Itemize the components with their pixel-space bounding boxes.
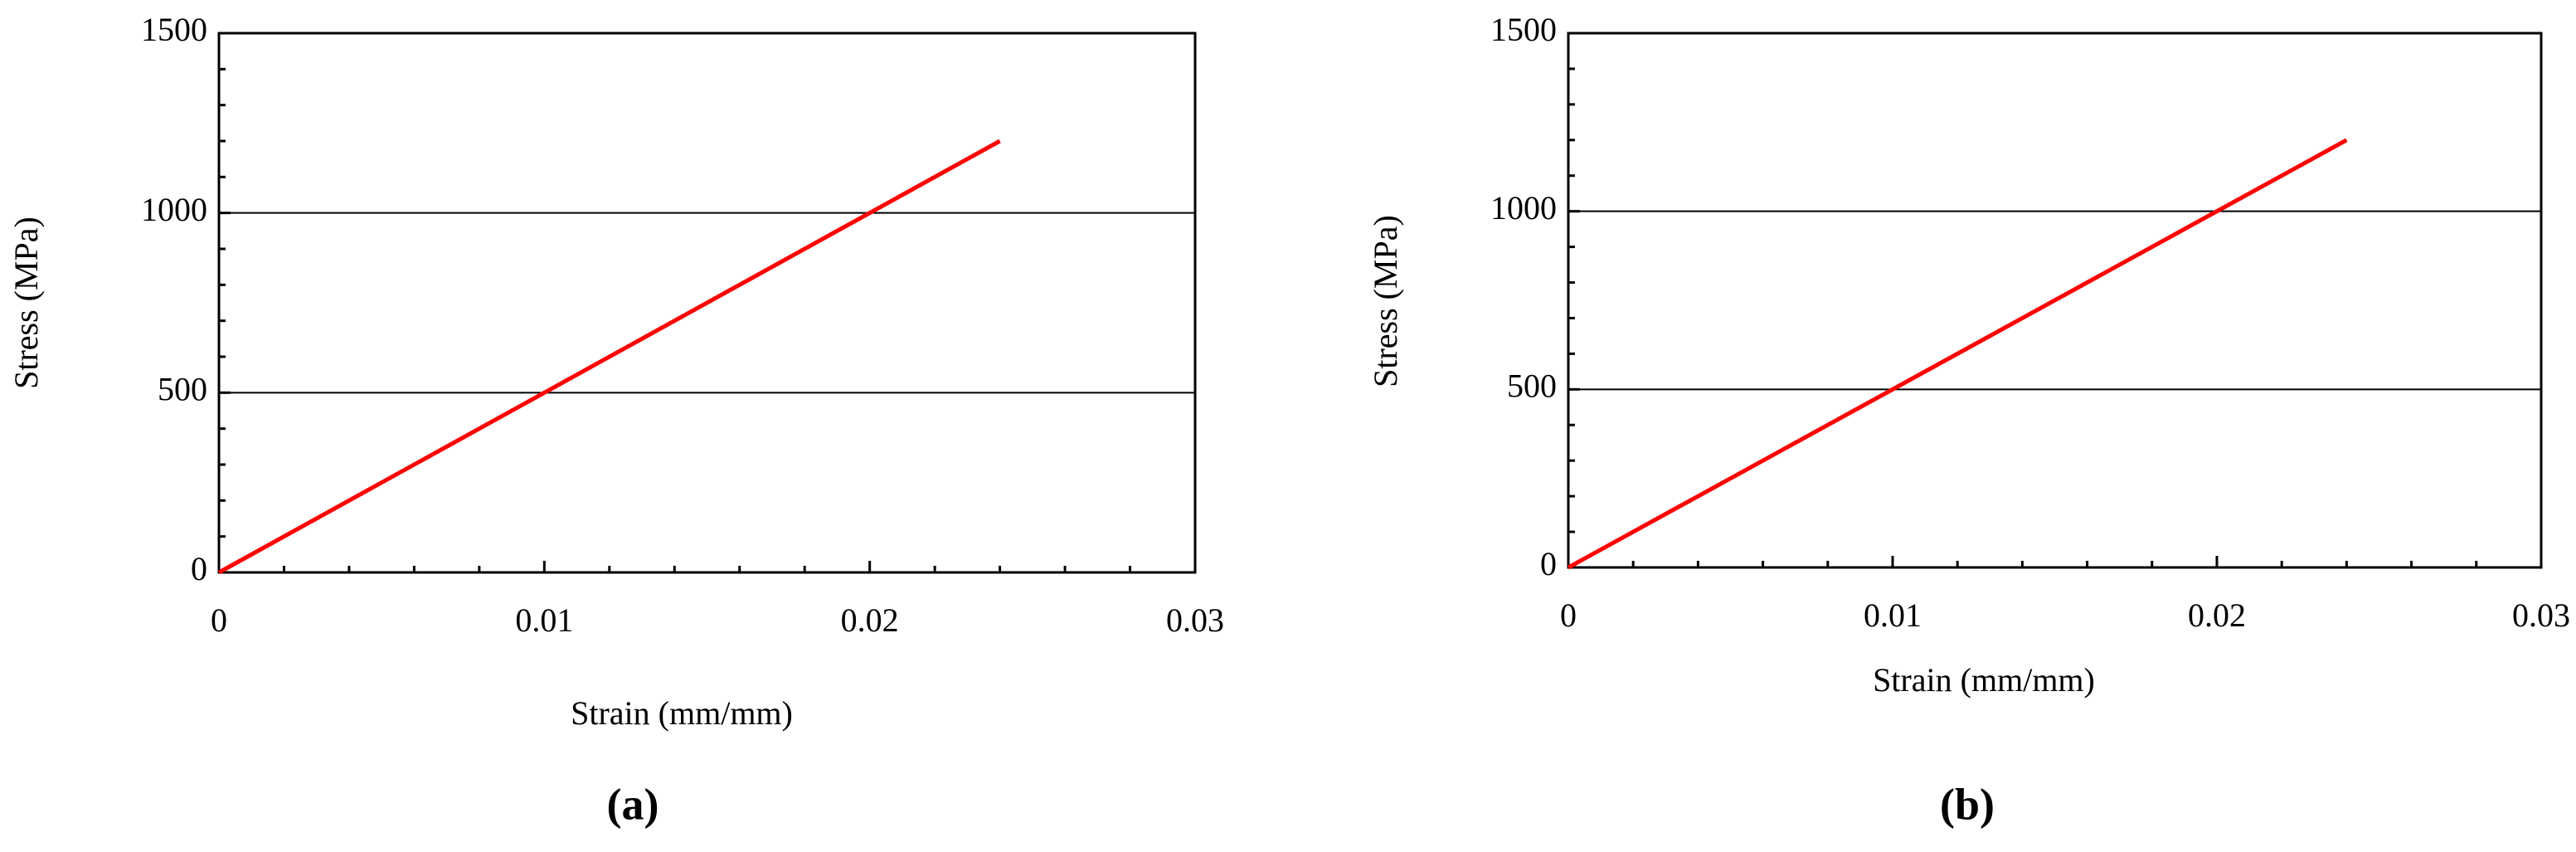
y-tick-label: 1500 [141, 11, 207, 48]
y-tick-label: 0 [191, 550, 207, 587]
y-tick-label: 500 [1507, 368, 1557, 405]
x-tick-label: 0.02 [2188, 596, 2246, 634]
caption: (b) [1940, 779, 1995, 829]
x-tick-label: 0.02 [841, 601, 899, 639]
y-axis-title: Stress (MPa) [1367, 215, 1404, 387]
y-axis-title: Stress (MPa) [7, 217, 45, 389]
data-line [1567, 138, 2348, 570]
x-tick-label: 0 [211, 601, 227, 639]
plot-frame [217, 32, 1197, 574]
y-tick-label: 1000 [1490, 189, 1557, 226]
y-tick-label: 0 [1540, 545, 1557, 582]
x-tick-label: 0.03 [1166, 601, 1224, 639]
x-tick-label: 0 [1560, 596, 1577, 634]
x-tick-label: 0.01 [1864, 596, 1922, 634]
caption: (a) [607, 779, 659, 829]
y-tick-label: 1500 [1490, 11, 1557, 48]
x-tick-label: 0.03 [2512, 596, 2570, 634]
x-axis-title: Strain (mm/mm) [1873, 661, 2095, 699]
data-line [217, 139, 1001, 575]
x-tick-label: 0.01 [515, 601, 573, 639]
plot-frame [1567, 32, 2543, 569]
y-tick-label: 1000 [141, 191, 207, 228]
y-tick-label: 500 [158, 371, 207, 408]
x-axis-title: Strain (mm/mm) [571, 694, 793, 732]
